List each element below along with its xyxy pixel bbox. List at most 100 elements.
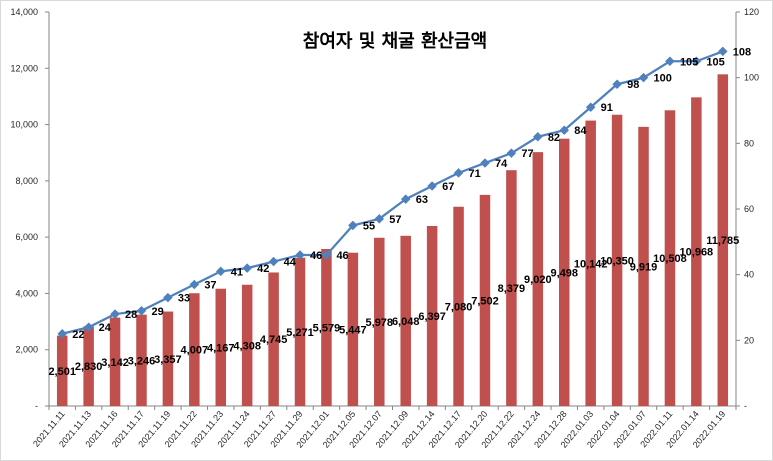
line-point (348, 220, 358, 231)
line-value-label: 74 (495, 158, 508, 170)
bar-value-label: 10,142 (574, 258, 608, 270)
bar-value-label: 3,246 (128, 355, 156, 367)
line-value-label: 44 (284, 257, 297, 269)
bar (268, 272, 279, 406)
bar (717, 74, 729, 406)
line-value-label: 57 (389, 214, 401, 226)
bar-value-label: 5,978 (366, 317, 394, 329)
bar (585, 120, 596, 407)
bar-value-label: 6,397 (418, 311, 446, 323)
bar-value-label: 6,048 (392, 316, 420, 328)
bar-value-label: 10,350 (600, 255, 634, 267)
bar-value-label: 4,007 (181, 345, 209, 357)
line-point (665, 56, 675, 67)
line-point (268, 256, 279, 267)
line-point (717, 46, 728, 57)
line-point (400, 194, 411, 205)
right-tick-label: 40 (744, 270, 754, 280)
right-tick-label: 20 (744, 335, 754, 345)
right-tick-label: - (744, 401, 747, 411)
right-axis-ticks: - 20 40 60 80 100 120 (736, 7, 759, 411)
bar-value-label: 2,501 (48, 366, 76, 378)
line-point (242, 263, 253, 273)
line-value-label: 105 (680, 56, 698, 68)
line-value-label: 46 (336, 250, 348, 262)
bar (532, 152, 544, 406)
line-value-label: 71 (469, 168, 481, 180)
bar (109, 317, 121, 406)
line-point (638, 72, 649, 83)
bar (691, 97, 702, 407)
line-value-label: 108 (733, 46, 751, 58)
bar (347, 252, 359, 406)
line-point (506, 148, 517, 159)
bar-value-label: 8,379 (498, 283, 526, 295)
line-point (83, 322, 94, 333)
bar (664, 110, 676, 407)
left-tick-label: 10,000 (10, 120, 38, 130)
bar-data-labels: 2,5012,8303,1423,2463,3574,0074,1674,308… (48, 235, 739, 378)
line-point (215, 266, 226, 277)
left-tick-label: - (35, 401, 38, 411)
bar (321, 248, 332, 406)
bar (189, 293, 200, 406)
bar-value-label: 9,498 (550, 267, 578, 279)
line-point (480, 158, 490, 168)
line-value-label: 105 (706, 56, 724, 68)
left-tick-label: 14,000 (10, 7, 38, 17)
bar (83, 326, 94, 406)
right-tick-label: 100 (744, 73, 759, 83)
right-tick-label: 60 (744, 204, 754, 214)
bar-value-label: 2,830 (75, 361, 103, 373)
bar (559, 138, 570, 406)
line-point (57, 328, 68, 339)
bar-value-label: 4,745 (260, 334, 288, 346)
right-tick-label: 120 (744, 7, 759, 17)
left-tick-label: 12,000 (10, 63, 38, 73)
bar-value-label: 3,357 (154, 354, 182, 366)
bar (136, 314, 147, 406)
line-point (691, 56, 702, 67)
line-value-label: 29 (151, 306, 163, 318)
line-point (585, 102, 596, 113)
line-value-label: 84 (574, 125, 587, 137)
line-value-label: 63 (416, 194, 428, 206)
bar (611, 114, 623, 406)
bar (215, 288, 226, 406)
line-value-label: 55 (363, 220, 375, 232)
line-point (163, 292, 173, 303)
bar (479, 194, 491, 406)
line-value-label: 42 (257, 263, 269, 275)
bar-value-label: 5,579 (313, 322, 341, 334)
line-value-label: 82 (548, 132, 560, 144)
line-point (532, 131, 543, 142)
line-point (453, 168, 464, 178)
line-series-path (61, 50, 724, 335)
left-tick-label: 4,000 (15, 288, 38, 298)
line-value-label: 33 (178, 293, 190, 305)
bar-value-label: 10,968 (680, 247, 714, 259)
left-axis-ticks: - 2,000 4,000 6,000 8,000 10,000 12,000 14,000 (10, 7, 49, 411)
line-point (321, 250, 332, 260)
line-value-label: 22 (72, 329, 84, 341)
line-point (110, 309, 120, 319)
bar (56, 335, 68, 406)
bar (374, 237, 385, 406)
line-value-label: 100 (654, 73, 672, 85)
left-tick-label: 8,000 (15, 176, 38, 186)
bar (294, 257, 306, 406)
bar (162, 311, 174, 406)
bar (400, 235, 411, 406)
line-point (374, 213, 385, 224)
line-value-label: 37 (204, 280, 216, 292)
bar (453, 206, 464, 406)
line-point (427, 181, 437, 191)
line-value-label: 67 (442, 181, 454, 193)
bar (506, 170, 517, 406)
bar-value-label: 5,447 (339, 324, 367, 336)
line-point (295, 250, 305, 260)
right-tick-label: 80 (744, 138, 754, 148)
line-point (136, 305, 147, 316)
line-value-label: 24 (99, 322, 112, 334)
